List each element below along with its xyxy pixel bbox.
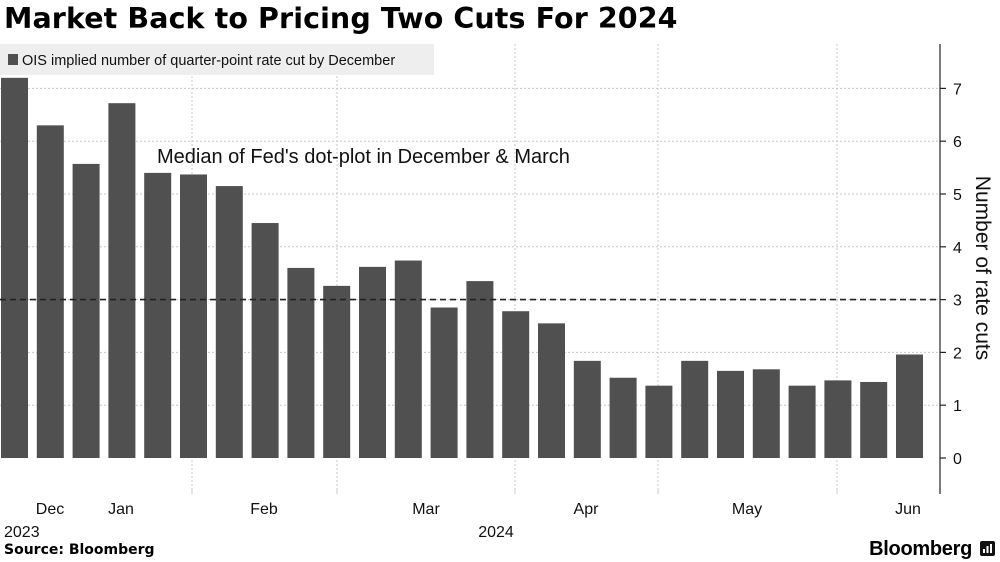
legend-background bbox=[0, 44, 434, 75]
bar-15 bbox=[538, 323, 565, 458]
x-tick-label-dec: Dec bbox=[36, 501, 64, 518]
bar-16 bbox=[573, 360, 601, 458]
bar-11 bbox=[394, 260, 422, 458]
y-tick-label-2: 2 bbox=[953, 345, 962, 362]
y-tick-label-1: 1 bbox=[953, 398, 962, 415]
x-tick-label-mar: Mar bbox=[412, 501, 440, 518]
x-year-label-2024: 2024 bbox=[478, 524, 514, 541]
bar-7 bbox=[251, 223, 279, 458]
bar-0 bbox=[1, 77, 28, 458]
x-tick-label-jan: Jan bbox=[108, 501, 134, 518]
bar-10 bbox=[359, 266, 386, 458]
dot-plot-annotation: Median of Fed's dot-plot in December & M… bbox=[157, 146, 570, 168]
chart-title: Market Back to Pricing Two Cuts For 2024 bbox=[4, 2, 678, 35]
bar-6 bbox=[215, 186, 243, 458]
bar-18 bbox=[645, 385, 673, 458]
bar-series bbox=[1, 77, 923, 459]
x-tick-label-may: May bbox=[732, 501, 762, 518]
bar-25 bbox=[896, 354, 923, 458]
legend-swatch bbox=[8, 54, 18, 65]
bar-24 bbox=[860, 381, 888, 458]
x-tick-label-jun: Jun bbox=[895, 501, 921, 518]
reference-line-group: Median of Fed's dot-plot in December & M… bbox=[0, 146, 940, 301]
brand-logo-text: Bloomberg bbox=[869, 538, 972, 560]
source-note: Source: Bloomberg bbox=[4, 542, 155, 558]
bar-3 bbox=[108, 103, 136, 459]
x-axis-ticks: Dec Jan Feb Mar Apr May Jun 2023 2024 bbox=[4, 488, 921, 541]
x-tick-label-apr: Apr bbox=[574, 501, 600, 518]
bar-2 bbox=[72, 163, 100, 459]
y-tick-label-0: 0 bbox=[953, 451, 962, 468]
y-axis-title: Number of rate cuts bbox=[971, 176, 994, 360]
bar-9 bbox=[323, 285, 351, 458]
bar-4 bbox=[144, 172, 172, 458]
y-tick-label-3: 3 bbox=[953, 293, 962, 310]
bar-13 bbox=[466, 281, 494, 458]
bar-5 bbox=[180, 174, 207, 459]
y-tick-label-6: 6 bbox=[953, 134, 962, 151]
bar-19 bbox=[681, 360, 709, 458]
bar-20 bbox=[717, 370, 744, 458]
x-tick-label-feb: Feb bbox=[250, 501, 278, 518]
y-tick-label-7: 7 bbox=[953, 81, 962, 98]
chart-icon bbox=[980, 541, 995, 556]
bar-22 bbox=[788, 385, 816, 458]
bar-17 bbox=[609, 377, 637, 458]
y-axis-ticks: 0 1 2 3 4 5 6 7 bbox=[940, 81, 962, 468]
bar-14 bbox=[502, 311, 530, 458]
legend: OIS implied number of quarter-point rate… bbox=[0, 44, 434, 75]
y-tick-label-4: 4 bbox=[953, 240, 962, 257]
bar-8 bbox=[287, 267, 315, 458]
bar-12 bbox=[430, 307, 458, 458]
bar-23 bbox=[824, 380, 852, 458]
bar-21 bbox=[752, 369, 780, 458]
axes bbox=[939, 44, 941, 494]
bar-1 bbox=[36, 125, 64, 459]
x-year-label-2023: 2023 bbox=[4, 524, 40, 541]
legend-entry: OIS implied number of quarter-point rate… bbox=[22, 53, 395, 69]
y-tick-label-5: 5 bbox=[953, 187, 962, 204]
